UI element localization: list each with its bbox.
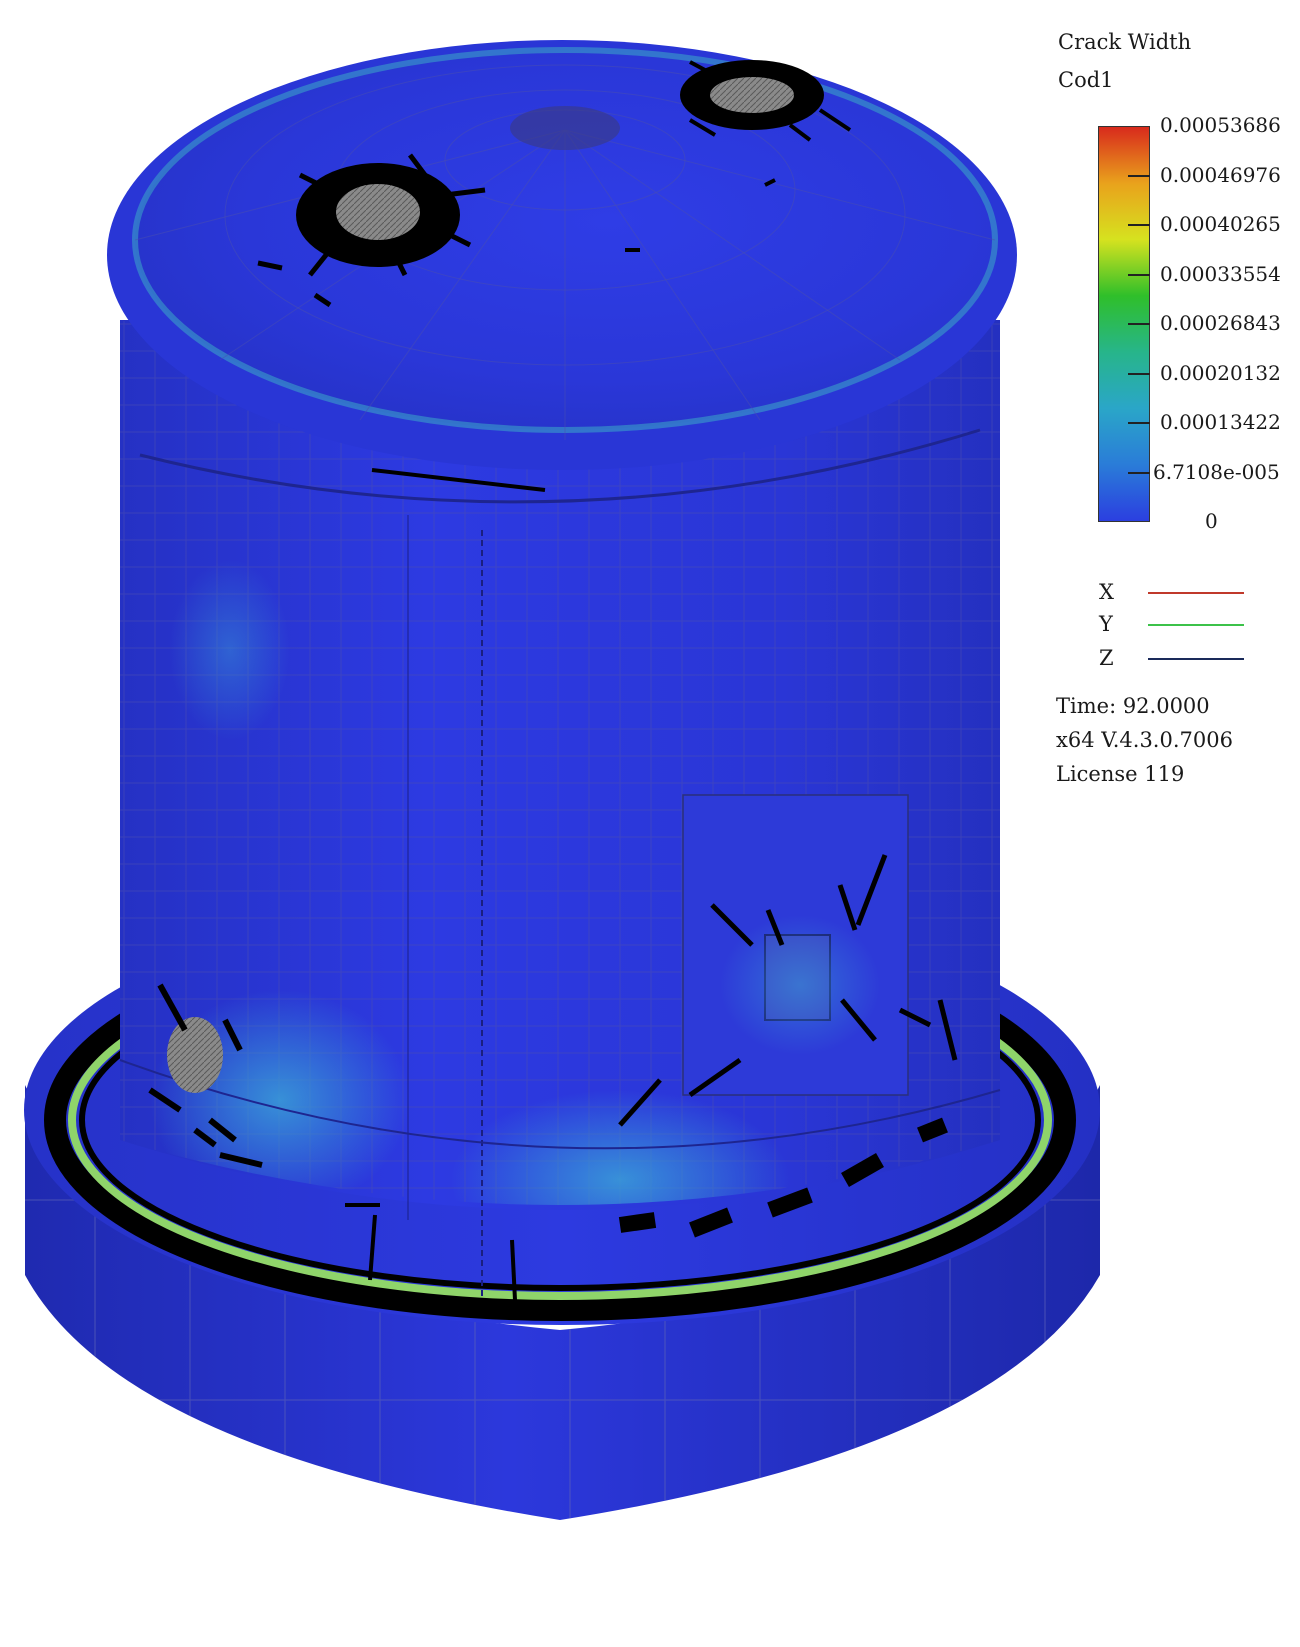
color-scale-tick-label: 0.00013422 [1160,410,1281,434]
axis-x-line [1148,592,1244,594]
color-scale-tick-mark [1128,372,1150,375]
axis-z-label: Z [1099,646,1114,670]
time-readout: Time: 92.0000 [1056,694,1210,718]
legend-title: Crack Width [1058,30,1192,54]
axis-y-label: Y [1099,612,1113,636]
equipment-hatch [618,794,958,1127]
dome-opening-left [257,153,486,308]
axis-z-line [1148,658,1244,660]
color-scale-tick-label: 0.00046976 [1160,162,1281,187]
color-scale-tick-label: 0.00026843 [1160,311,1281,335]
wall-cracks [345,468,948,1301]
license-text: License 119 [1056,762,1185,786]
color-scale-tick-label: 6.7108e-005 [1153,459,1280,484]
color-scale-tick-mark [1128,471,1150,474]
color-scale-tick-mark [1128,224,1150,226]
color-scale-tick-label: 0.00033554 [1160,261,1281,286]
color-scale-tick-mark [1128,273,1150,276]
dome-opening-right [625,60,852,252]
version-text: x64 V.4.3.0.7006 [1056,728,1233,752]
axis-y-line [1148,624,1244,626]
color-scale-tick-label: 0 [1205,509,1218,533]
legend-subtitle: Cod1 [1058,68,1114,92]
color-scale-tick-mark [1128,174,1150,177]
color-scale-tick-mark [1128,323,1150,325]
color-scale-tick-label: 0.00040265 [1160,212,1281,236]
dome-roof [107,40,1017,470]
color-scale-tick-label: 0.00020132 [1160,360,1281,385]
airlock-opening [148,983,263,1168]
color-scale-tick-label: 0.00053686 [1160,113,1281,137]
color-scale-tick-mark [1128,422,1150,424]
axis-x-label: X [1099,580,1114,604]
